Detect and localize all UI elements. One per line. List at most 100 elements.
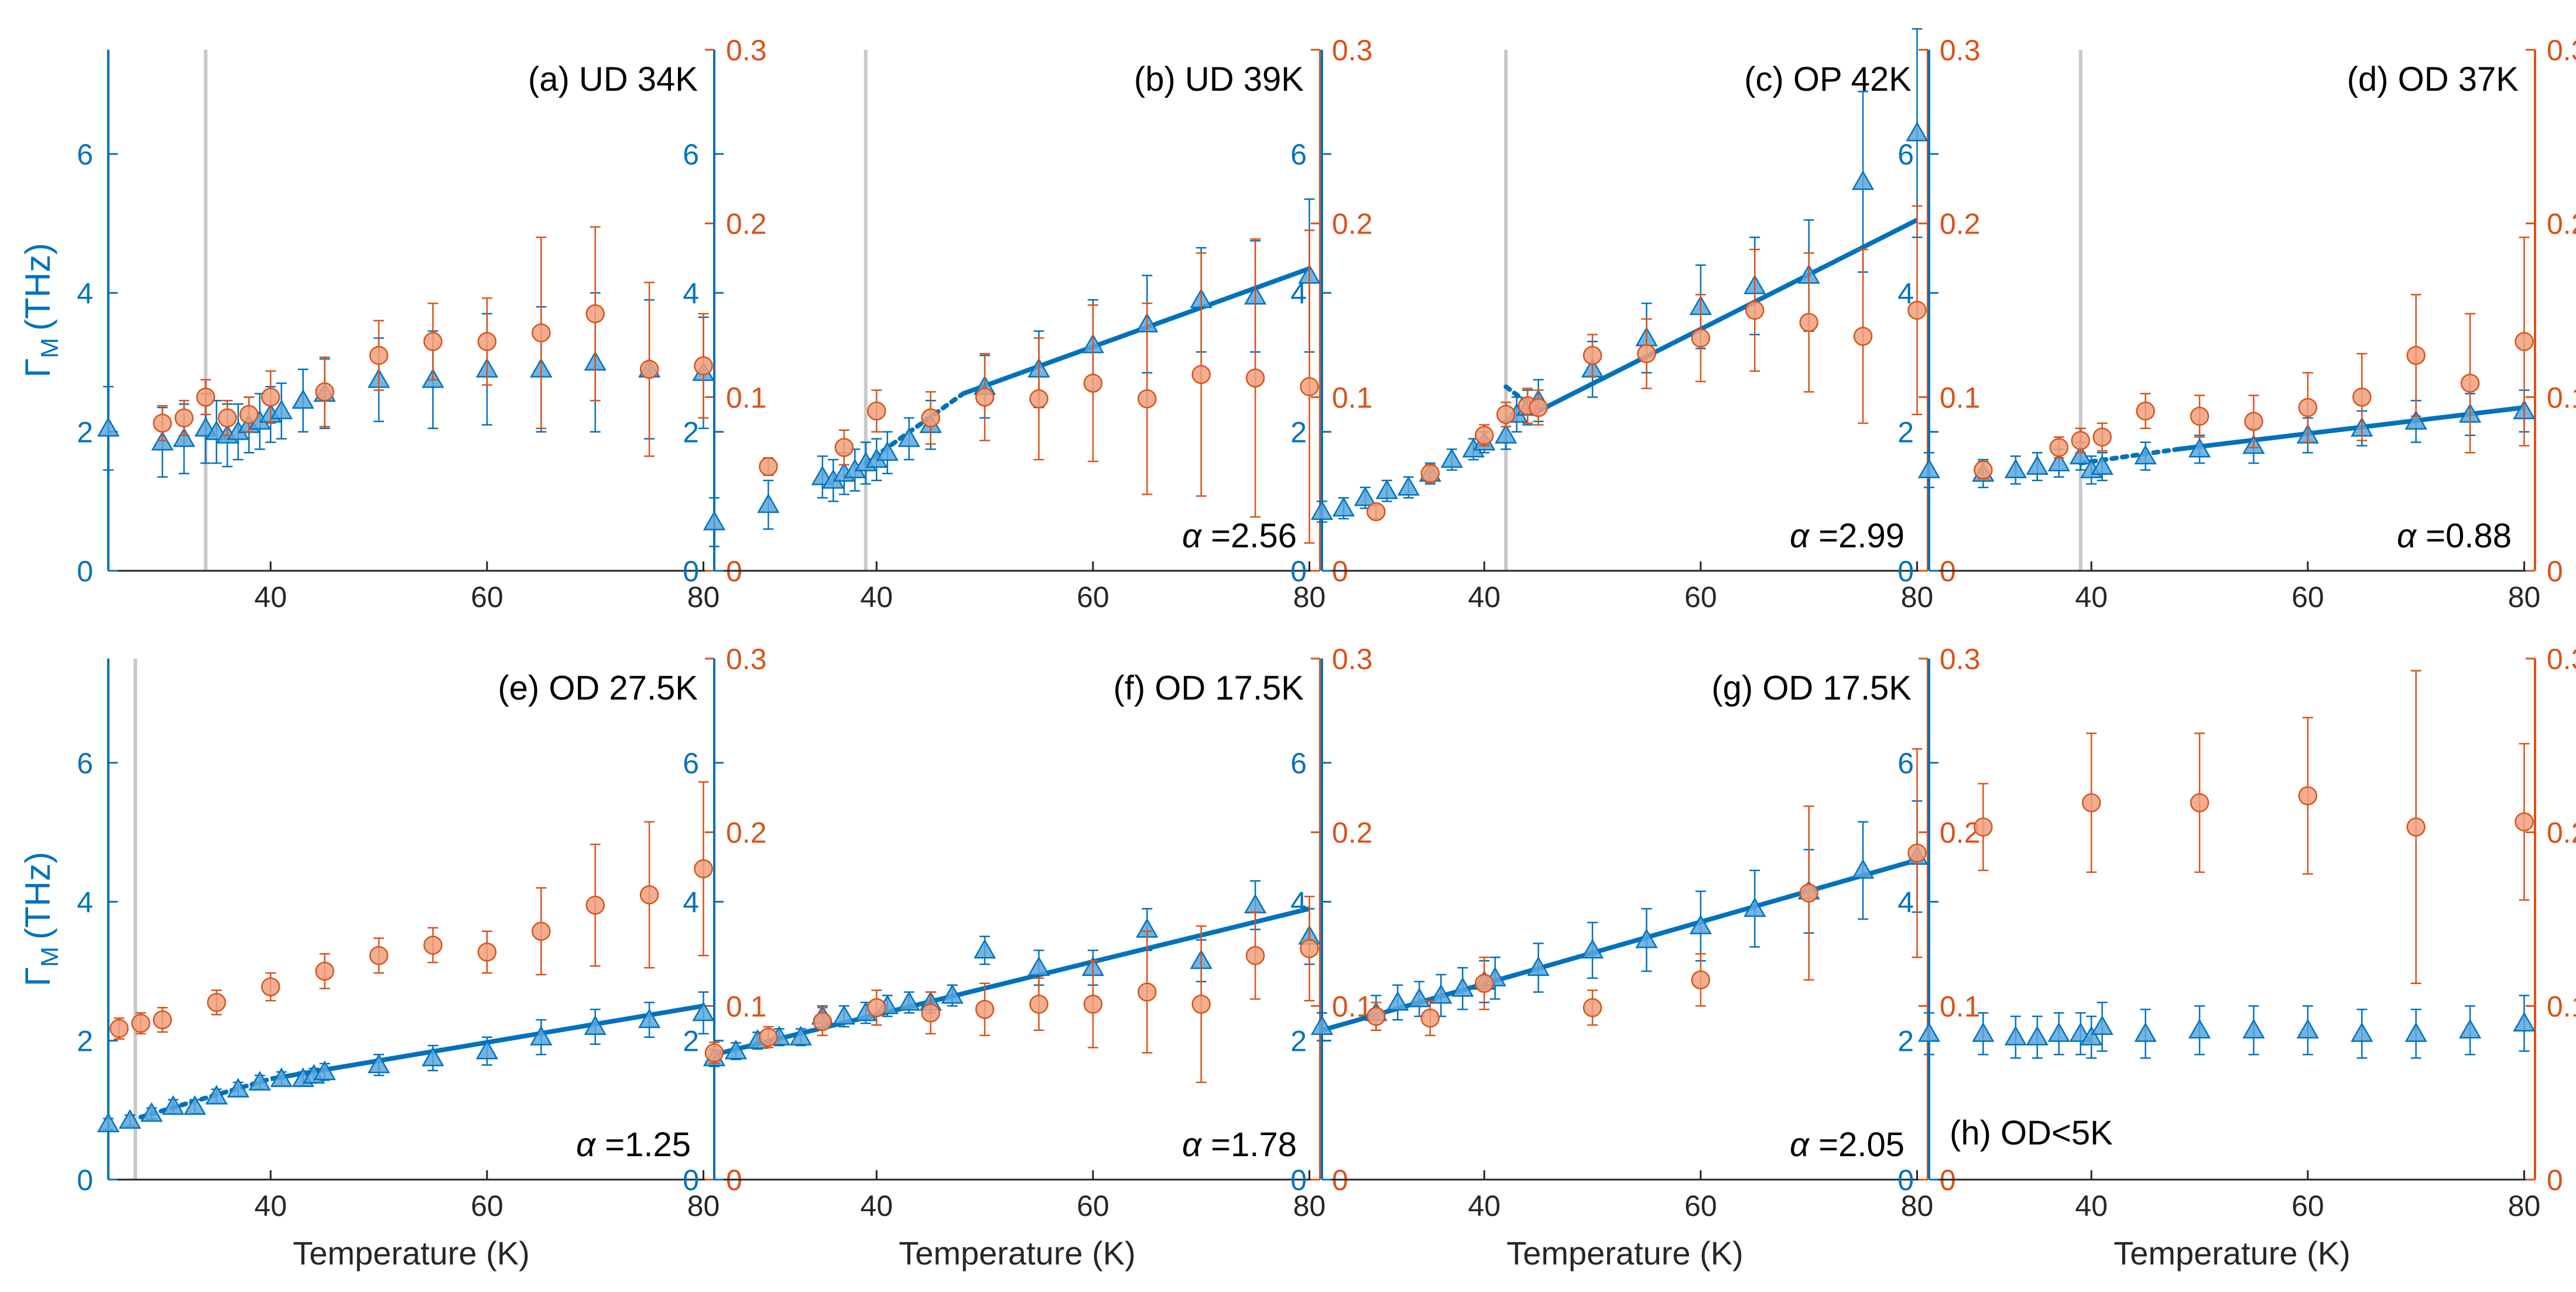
data-point-triangle — [638, 1008, 661, 1029]
data-point-circle — [2298, 786, 2318, 806]
y-left-label: ΓM (THz) — [18, 852, 63, 986]
x-tick-label: 60 — [1077, 581, 1109, 614]
x-axis-label: Temperature (K) — [2113, 1235, 2351, 1272]
y-left-tick-label: 6 — [1290, 138, 1307, 171]
data-point-circle — [2515, 332, 2534, 351]
alpha-symbol: α — [576, 1126, 605, 1164]
data-point-triangle — [898, 991, 920, 1011]
y-left-tick-label: 0 — [683, 555, 699, 588]
data-point-circle — [532, 921, 551, 941]
series-gamma-m — [1917, 995, 2536, 1059]
data-point-circle — [1474, 426, 1494, 445]
data-point-circle — [2081, 793, 2101, 813]
y-right-tick-label: 0.1 — [1940, 381, 1981, 414]
data-point-triangle — [1972, 1022, 1995, 1042]
data-point-circle — [1691, 970, 1711, 990]
data-point-circle — [1191, 995, 1211, 1014]
data-point-triangle — [2026, 455, 2049, 475]
y-left-label-main: Γ — [18, 967, 57, 986]
series-gamma-e — [704, 896, 1319, 1084]
y-left-tick-label: 2 — [683, 1025, 699, 1058]
x-tick-label: 40 — [254, 581, 287, 614]
fit-line — [962, 266, 1310, 396]
x-tick-label: 80 — [2508, 581, 2541, 614]
data-point-circle — [196, 388, 215, 407]
x-tick-label: 80 — [687, 581, 720, 614]
y-right-tick-label: 0.3 — [1940, 34, 1981, 67]
y-left-tick-label: 4 — [1897, 886, 1914, 919]
data-point-circle — [2071, 431, 2090, 450]
alpha-symbol: α — [1182, 517, 1211, 555]
data-point-circle — [1245, 946, 1265, 965]
data-point-circle — [1366, 502, 1386, 522]
x-tick-label: 60 — [471, 581, 503, 614]
data-point-circle — [2136, 401, 2155, 421]
data-point-circle — [1582, 345, 1602, 365]
data-point-circle — [1300, 939, 1319, 958]
data-point-triangle — [205, 1085, 228, 1105]
y-right-tick-label: 0.2 — [726, 208, 767, 241]
y-right-tick-label: 0.3 — [2547, 34, 2576, 67]
data-point-triangle — [2404, 1022, 2427, 1042]
panel-title: (f) OD 17.5K — [1113, 669, 1304, 707]
panel-title: (a) UD 34K — [528, 60, 698, 98]
y-left-tick-label: 0 — [77, 555, 93, 588]
data-point-circle — [1138, 982, 1157, 1002]
data-point-circle — [1907, 300, 1927, 320]
series-gamma-m — [97, 991, 715, 1133]
data-point-triangle — [584, 1015, 607, 1035]
data-point-triangle — [1451, 977, 1474, 997]
y-right-tick-label: 0.1 — [1940, 990, 1981, 1023]
data-point-triangle — [2080, 1026, 2103, 1046]
data-point-circle — [1029, 389, 1049, 409]
y-left-label: ΓM (THz) — [18, 243, 63, 378]
data-point-triangle — [973, 938, 996, 959]
x-tick-label: 80 — [2508, 1190, 2541, 1222]
data-point-circle — [1029, 995, 1049, 1014]
data-point-triangle — [1917, 458, 1941, 478]
series-gamma-e — [1974, 670, 2534, 985]
data-point-circle — [866, 401, 886, 421]
data-point-circle — [369, 345, 389, 365]
alpha-value: =0.88 — [2426, 517, 2512, 555]
data-point-triangle — [2134, 444, 2157, 465]
data-point-circle — [477, 943, 497, 962]
alpha-annotation: α =2.05 — [1790, 1126, 1904, 1164]
data-point-circle — [1974, 460, 1993, 480]
data-point-triangle — [1743, 897, 1766, 917]
y-left-tick-label: 2 — [77, 1025, 93, 1058]
panel-title: (b) UD 39K — [1134, 60, 1304, 98]
alpha-value: =2.56 — [1211, 517, 1297, 555]
data-point-circle — [1907, 844, 1927, 863]
y-right-tick-label: 0.3 — [726, 34, 767, 67]
data-point-triangle — [270, 399, 293, 420]
y-left-tick-label: 2 — [1897, 416, 1914, 449]
data-point-triangle — [2188, 437, 2211, 458]
y-right-tick-label: 0.3 — [726, 643, 767, 676]
y-left-tick-label: 6 — [77, 138, 93, 171]
data-point-triangle — [118, 1109, 142, 1129]
y-right-tick-label: 0.3 — [1332, 34, 1373, 67]
panel-title: (h) OD<5K — [1950, 1114, 2113, 1152]
y-left-tick-label: 4 — [1897, 277, 1914, 310]
y-left-tick-label: 6 — [683, 747, 699, 780]
data-point-circle — [1853, 327, 1873, 346]
fit-line — [714, 906, 1310, 1057]
y-left-tick-label: 0 — [1290, 1164, 1307, 1197]
data-point-triangle — [367, 1053, 390, 1074]
x-tick-label: 40 — [2075, 581, 2108, 614]
data-point-circle — [1245, 368, 1265, 388]
data-point-circle — [423, 332, 443, 351]
data-point-circle — [1974, 817, 1993, 837]
y-left-tick-label: 2 — [77, 416, 93, 449]
data-point-triangle — [1310, 1015, 1334, 1035]
panel-title: (c) OP 42K — [1744, 60, 1912, 98]
data-point-circle — [1366, 1006, 1386, 1026]
data-point-triangle — [724, 1039, 748, 1060]
